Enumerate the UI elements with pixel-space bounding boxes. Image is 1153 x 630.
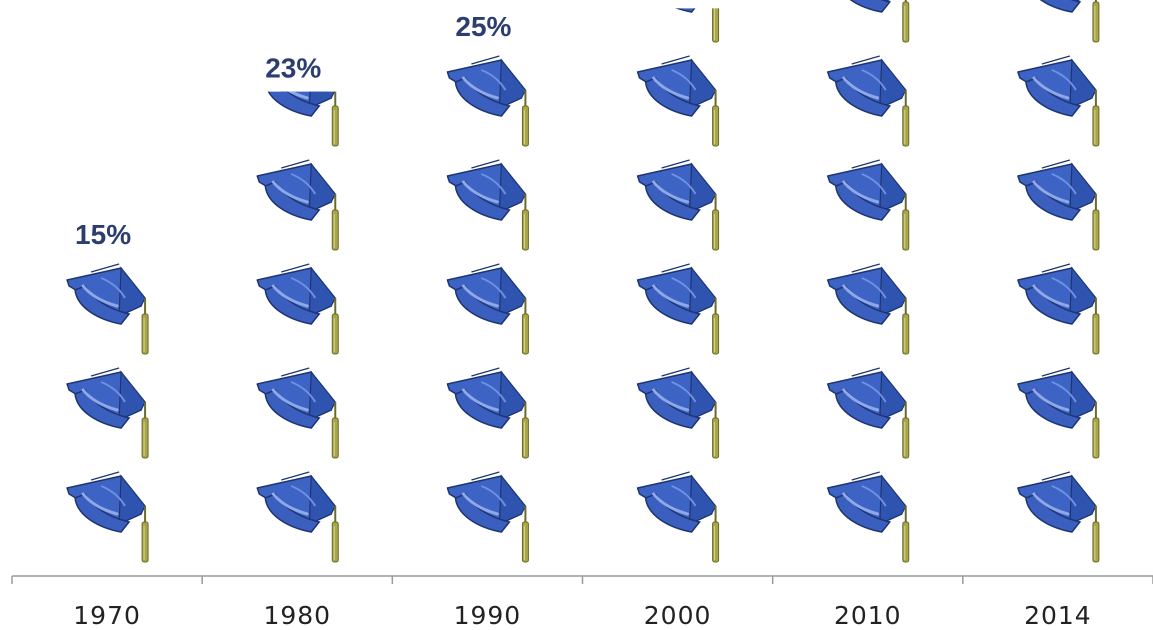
graduation-cap-icon bbox=[1016, 366, 1101, 460]
graduation-cap-icon bbox=[1016, 0, 1101, 44]
graduation-cap-icon bbox=[636, 262, 721, 356]
graduation-cap-icon bbox=[636, 54, 721, 148]
graduation-cap-icon bbox=[255, 366, 340, 460]
graduation-cap-icon bbox=[826, 262, 911, 356]
data-label: 25% bbox=[455, 11, 511, 42]
graduation-cap-icon bbox=[636, 366, 721, 460]
data-label: 15% bbox=[75, 219, 131, 250]
graduation-cap-icon bbox=[445, 262, 530, 356]
graduation-cap-icon bbox=[1016, 54, 1101, 148]
graduation-cap-icon bbox=[636, 158, 721, 252]
x-tick-label: 2014 bbox=[1024, 601, 1092, 630]
graduation-cap-icon bbox=[445, 158, 530, 252]
graduation-cap-icon bbox=[65, 262, 150, 356]
x-tick-label: 1980 bbox=[263, 601, 331, 630]
graduation-cap-icon bbox=[826, 158, 911, 252]
graduation-cap-icon bbox=[255, 470, 340, 564]
graduation-cap-icon bbox=[65, 366, 150, 460]
graduation-cap-icon bbox=[1016, 470, 1101, 564]
x-tick-label: 1990 bbox=[454, 601, 522, 630]
icon-layer bbox=[65, 0, 1101, 564]
graduation-cap-icon-partial bbox=[636, 8, 721, 44]
graduation-cap-icon bbox=[445, 470, 530, 564]
x-tick-label: 2010 bbox=[834, 601, 902, 630]
graduation-cap-icon-partial bbox=[826, 0, 911, 44]
graduation-cap-icon bbox=[445, 366, 530, 460]
graduation-cap-icon bbox=[1016, 158, 1101, 252]
graduation-cap-icon bbox=[255, 158, 340, 252]
x-tick-label: 2000 bbox=[644, 601, 712, 630]
graduation-cap-icon bbox=[445, 54, 530, 148]
graduation-cap-icon bbox=[255, 262, 340, 356]
x-tick-label: 1970 bbox=[73, 601, 141, 630]
label-layer: 197015%198023%199025%200027%201028%20143… bbox=[73, 0, 1092, 630]
data-label: 23% bbox=[265, 53, 321, 84]
graduation-cap-icon bbox=[826, 470, 911, 564]
graduation-cap-icon bbox=[65, 470, 150, 564]
graduation-cap-icon bbox=[826, 54, 911, 148]
graduation-cap-icon bbox=[1016, 262, 1101, 356]
graduation-cap-icon bbox=[826, 366, 911, 460]
x-axis bbox=[11, 575, 1153, 584]
graduation-cap-icon bbox=[636, 470, 721, 564]
